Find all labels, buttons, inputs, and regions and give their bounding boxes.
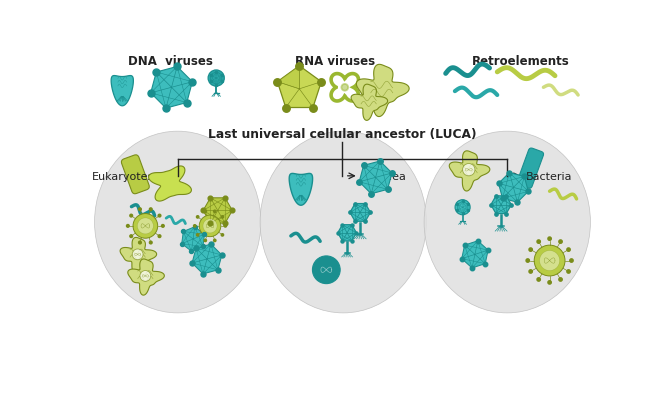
Polygon shape xyxy=(450,152,490,192)
Circle shape xyxy=(130,235,132,238)
Circle shape xyxy=(149,241,152,244)
Circle shape xyxy=(193,225,196,227)
Polygon shape xyxy=(338,225,357,241)
Text: Last universal cellular ancestor (LUCA): Last universal cellular ancestor (LUCA) xyxy=(208,128,477,141)
Circle shape xyxy=(203,219,217,233)
Circle shape xyxy=(197,234,199,237)
Polygon shape xyxy=(289,174,312,206)
Circle shape xyxy=(312,256,340,284)
Polygon shape xyxy=(203,198,232,224)
Circle shape xyxy=(158,215,161,217)
Polygon shape xyxy=(350,204,371,222)
Circle shape xyxy=(540,251,559,271)
Circle shape xyxy=(567,248,570,252)
Circle shape xyxy=(221,216,223,219)
Circle shape xyxy=(204,211,207,213)
Polygon shape xyxy=(111,76,133,107)
Circle shape xyxy=(130,215,132,217)
Text: DNA  viruses: DNA viruses xyxy=(128,55,213,68)
Text: RNA viruses: RNA viruses xyxy=(296,55,375,68)
Circle shape xyxy=(526,259,529,263)
Circle shape xyxy=(133,214,158,239)
Circle shape xyxy=(208,71,224,87)
FancyBboxPatch shape xyxy=(517,149,544,189)
Circle shape xyxy=(140,271,151,282)
Polygon shape xyxy=(149,166,191,202)
Polygon shape xyxy=(351,85,387,121)
Polygon shape xyxy=(462,241,488,268)
Circle shape xyxy=(199,216,221,237)
Ellipse shape xyxy=(94,132,261,313)
Circle shape xyxy=(559,278,562,282)
Polygon shape xyxy=(278,67,299,89)
Polygon shape xyxy=(498,173,529,203)
Polygon shape xyxy=(128,259,165,296)
Polygon shape xyxy=(359,162,392,194)
Circle shape xyxy=(158,235,161,238)
Ellipse shape xyxy=(260,132,426,313)
Circle shape xyxy=(529,248,533,252)
Circle shape xyxy=(138,209,141,211)
Circle shape xyxy=(455,200,470,215)
Polygon shape xyxy=(120,238,157,274)
Circle shape xyxy=(213,240,216,242)
Circle shape xyxy=(161,225,164,228)
Text: Eukaryotes: Eukaryotes xyxy=(92,171,155,181)
Circle shape xyxy=(567,270,570,273)
Ellipse shape xyxy=(424,132,591,313)
FancyBboxPatch shape xyxy=(121,156,149,194)
Circle shape xyxy=(537,278,541,282)
Polygon shape xyxy=(357,65,409,117)
Polygon shape xyxy=(182,227,205,251)
Polygon shape xyxy=(192,245,222,274)
Circle shape xyxy=(221,234,223,237)
Circle shape xyxy=(224,225,227,227)
Circle shape xyxy=(341,85,348,91)
Circle shape xyxy=(138,241,141,244)
Circle shape xyxy=(204,240,207,242)
Text: Bacteria: Bacteria xyxy=(526,171,572,181)
Circle shape xyxy=(529,270,533,273)
Circle shape xyxy=(535,245,565,276)
Polygon shape xyxy=(491,196,511,214)
Circle shape xyxy=(213,211,216,213)
Circle shape xyxy=(126,225,129,228)
Circle shape xyxy=(537,240,541,244)
Circle shape xyxy=(197,216,199,219)
Circle shape xyxy=(570,259,573,263)
Circle shape xyxy=(462,164,475,176)
Text: Retroelements: Retroelements xyxy=(472,55,569,68)
Circle shape xyxy=(548,281,551,284)
Polygon shape xyxy=(151,67,193,109)
Text: Archaea: Archaea xyxy=(361,171,407,181)
Circle shape xyxy=(548,237,551,241)
Polygon shape xyxy=(278,67,321,108)
Circle shape xyxy=(137,218,153,234)
Circle shape xyxy=(149,209,152,211)
Circle shape xyxy=(132,249,143,260)
Circle shape xyxy=(559,240,562,244)
